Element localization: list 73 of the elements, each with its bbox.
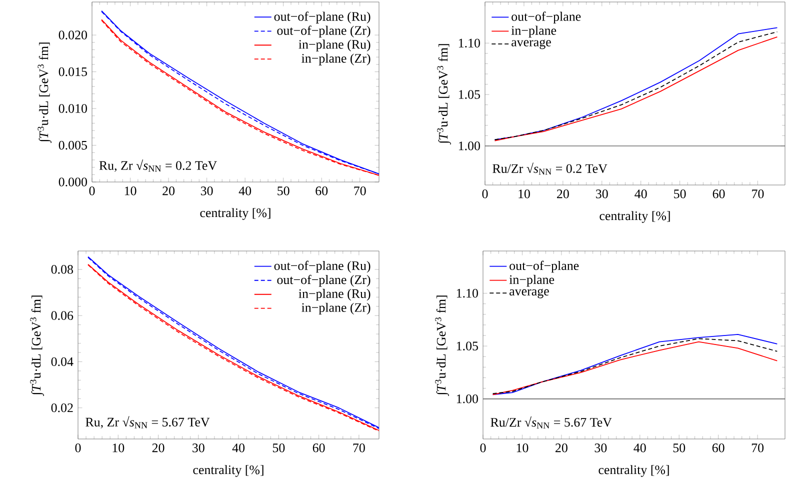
x-tick-label: 40 — [238, 186, 252, 196]
x-tick-label: 10 — [518, 190, 530, 198]
legend-label: out−of−plane (Ru) — [274, 12, 370, 24]
x-tick-label: 60 — [712, 190, 725, 198]
x-tick-label: 0 — [480, 444, 486, 452]
y-tick-label: 1.00 — [456, 394, 478, 404]
x-tick-label: 20 — [556, 444, 568, 452]
legend-label: out−of−plane (Zr) — [277, 26, 370, 38]
legend-label: average — [512, 40, 551, 50]
x-tick-label: 50 — [272, 444, 285, 452]
x-tick-label: 30 — [594, 444, 607, 452]
x-tick-label: 40 — [232, 444, 245, 452]
annotation: Ru, Zr √s$_{NN}$ = 5.67 TeV — [86, 416, 210, 428]
x-tick-label: 40 — [634, 444, 646, 452]
x-tick-label: 70 — [752, 444, 764, 452]
y-tick-label: 0.02 — [51, 403, 73, 412]
x-tick-label: 70 — [353, 444, 365, 452]
legend-label: out−of−plane — [510, 260, 579, 273]
y-tick-label: 0.005 — [58, 140, 87, 150]
legend-label: in−plane (Zr) — [302, 54, 370, 66]
y-axis-title: ∫T$^{3}$u·dL [GeV$^{3}$ fm] — [38, 42, 52, 144]
x-tick-label: 70 — [752, 190, 764, 198]
x-tick-label: 20 — [152, 444, 164, 452]
legend-label: in−plane (Ru) — [298, 288, 370, 301]
legend-label: out−of−plane (Zr) — [277, 274, 370, 287]
y-tick-label: 0.000 — [58, 178, 87, 186]
annotation: Ru, Zr √s$_{NN}$ = 0.2 TeV — [99, 160, 217, 172]
x-tick-label: 60 — [312, 444, 325, 452]
x-tick-label: 20 — [557, 190, 569, 198]
legend-label: out−of−plane — [512, 12, 581, 24]
x-tick-label: 70 — [354, 186, 366, 196]
legend-label: in−plane (Zr) — [302, 302, 370, 315]
x-tick-label: 0 — [75, 444, 81, 452]
y-tick-label: 1.05 — [458, 90, 480, 99]
y-tick-label: 0.06 — [51, 311, 74, 320]
x-tick-label: 50 — [278, 186, 290, 196]
annotation: Ru/Zr √s$_{NN}$ = 0.2 TeV — [492, 162, 608, 175]
legend-label: in−plane (Ru) — [298, 40, 370, 52]
y-tick-label: 1.05 — [456, 342, 478, 350]
x-axis-title: centrality [%] — [598, 465, 669, 477]
y-axis-title: ∫T$^{3}$u·dL [GeV$^{3}$ fm] — [437, 44, 451, 145]
annotation: Ru/Zr √s$_{NN}$ = 5.67 TeV — [490, 416, 612, 428]
x-tick-label: 50 — [673, 444, 686, 452]
legend-label: in−plane — [511, 26, 556, 38]
y-axis-title: ∫T$^{3}$u·dL [GeV$^{3}$ fm] — [30, 296, 44, 396]
y-tick-label: 1.00 — [458, 142, 480, 150]
x-axis-title: centrality [%] — [600, 211, 670, 223]
x-tick-label: 60 — [712, 444, 724, 452]
y-tick-label: 0.08 — [51, 265, 73, 274]
x-tick-label: 0 — [89, 186, 95, 196]
x-axis-title: centrality [%] — [193, 465, 264, 477]
y-tick-label: 0.020 — [58, 30, 87, 40]
legend-label: out−of−plane (Ru) — [274, 260, 370, 273]
legend-label: in−plane — [509, 274, 554, 287]
legend-label: average — [510, 288, 549, 298]
y-tick-label: 0.010 — [58, 104, 87, 113]
x-tick-label: 30 — [596, 190, 608, 198]
x-axis-title: centrality [%] — [200, 208, 270, 220]
x-tick-label: 20 — [162, 186, 175, 196]
x-tick-label: 10 — [516, 444, 528, 452]
x-tick-label: 60 — [316, 186, 328, 196]
y-axis-title: ∫T$^{3}$u·dL [GeV$^{3}$ fm] — [435, 296, 449, 396]
x-tick-label: 0 — [482, 190, 488, 198]
y-tick-label: 1.10 — [456, 288, 478, 298]
y-tick-label: 0.015 — [58, 67, 87, 76]
y-tick-label: 0.04 — [51, 357, 74, 366]
y-tick-label: 1.10 — [458, 38, 480, 48]
x-tick-label: 40 — [634, 190, 647, 198]
x-tick-label: 10 — [112, 444, 124, 452]
x-tick-label: 30 — [192, 444, 204, 452]
x-tick-label: 50 — [674, 190, 686, 198]
x-tick-label: 30 — [200, 186, 213, 196]
x-tick-label: 10 — [124, 186, 136, 196]
